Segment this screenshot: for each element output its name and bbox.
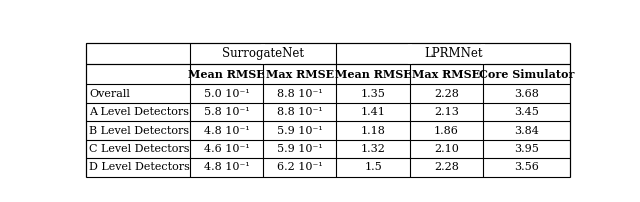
Text: 3.45: 3.45 bbox=[514, 107, 539, 117]
Text: 4.8 10⁻¹: 4.8 10⁻¹ bbox=[204, 162, 250, 173]
Text: 5.8 10⁻¹: 5.8 10⁻¹ bbox=[204, 107, 250, 117]
Text: 2.28: 2.28 bbox=[434, 162, 459, 173]
Text: D Level Detectors: D Level Detectors bbox=[90, 162, 190, 173]
Text: 8.8 10⁻¹: 8.8 10⁻¹ bbox=[277, 89, 323, 99]
Text: SurrogateNet: SurrogateNet bbox=[222, 47, 304, 60]
Text: 3.68: 3.68 bbox=[514, 89, 539, 99]
Text: 1.5: 1.5 bbox=[364, 162, 382, 173]
Text: 3.84: 3.84 bbox=[514, 125, 539, 136]
Text: 6.2 10⁻¹: 6.2 10⁻¹ bbox=[277, 162, 323, 173]
Text: A Level Detectors: A Level Detectors bbox=[90, 107, 189, 117]
Text: Mean RMSE: Mean RMSE bbox=[335, 68, 412, 80]
Text: 1.41: 1.41 bbox=[360, 107, 385, 117]
Text: 1.86: 1.86 bbox=[434, 125, 459, 136]
Text: 2.13: 2.13 bbox=[434, 107, 459, 117]
Text: Mean RMSE: Mean RMSE bbox=[188, 68, 265, 80]
Text: Core Simulator: Core Simulator bbox=[479, 68, 574, 80]
Text: 5.9 10⁻¹: 5.9 10⁻¹ bbox=[277, 125, 323, 136]
Text: B Level Detectors: B Level Detectors bbox=[90, 125, 189, 136]
Text: 4.8 10⁻¹: 4.8 10⁻¹ bbox=[204, 125, 250, 136]
Text: Max RMSE: Max RMSE bbox=[412, 68, 480, 80]
Text: 1.32: 1.32 bbox=[360, 144, 385, 154]
Text: 4.6 10⁻¹: 4.6 10⁻¹ bbox=[204, 144, 250, 154]
Text: LPRMNet: LPRMNet bbox=[424, 47, 483, 60]
Text: 8.8 10⁻¹: 8.8 10⁻¹ bbox=[277, 107, 323, 117]
Text: Max RMSE: Max RMSE bbox=[266, 68, 334, 80]
Text: C Level Detectors: C Level Detectors bbox=[90, 144, 190, 154]
Text: 5.9 10⁻¹: 5.9 10⁻¹ bbox=[277, 144, 323, 154]
Text: 1.35: 1.35 bbox=[360, 89, 385, 99]
Text: 1.18: 1.18 bbox=[360, 125, 385, 136]
Text: Overall: Overall bbox=[90, 89, 131, 99]
Text: 3.95: 3.95 bbox=[514, 144, 539, 154]
Text: 2.10: 2.10 bbox=[434, 144, 459, 154]
Text: 3.56: 3.56 bbox=[514, 162, 539, 173]
Text: 2.28: 2.28 bbox=[434, 89, 459, 99]
Text: 5.0 10⁻¹: 5.0 10⁻¹ bbox=[204, 89, 250, 99]
